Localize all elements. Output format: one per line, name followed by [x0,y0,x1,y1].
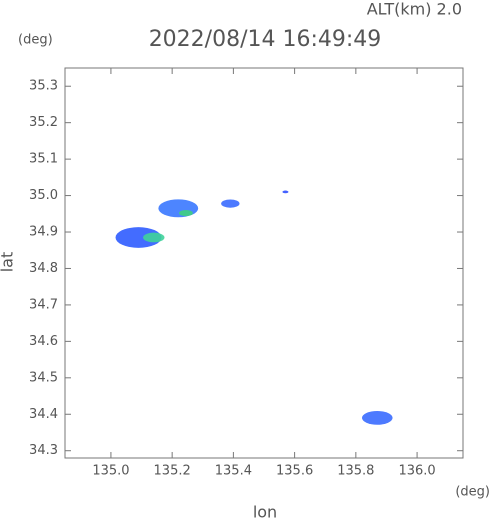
y-tick-label: 34.7 [29,297,58,312]
y-tick-label: 34.4 [29,407,58,422]
x-tick-label: 135.8 [337,464,374,479]
y-tick-label: 34.9 [29,225,58,240]
echo [143,232,165,243]
x-unit: (deg) [455,485,490,500]
echo [115,227,162,248]
y-tick-label: 34.3 [29,443,58,458]
y-unit: (deg) [18,33,53,48]
y-tick-label: 35.1 [29,152,58,167]
y-tick-label: 34.5 [29,370,58,385]
x-tick-label: 135.6 [276,464,313,479]
echo [158,199,199,218]
echo [282,190,289,194]
x-axis-label: lon [253,503,277,521]
chart-title: 2022/08/14 16:49:49 [149,27,382,52]
plot-frame [64,67,464,459]
y-axis-label: lat [0,252,17,273]
x-tick-label: 135.0 [92,464,129,479]
altitude-label: ALT(km) 2.0 [367,0,462,19]
echo [221,199,240,208]
y-tick-label: 35.3 [29,79,58,94]
y-tick-label: 34.6 [29,334,58,349]
echo [361,411,393,425]
echo [179,209,193,217]
x-tick-label: 135.2 [154,464,191,479]
y-tick-label: 35.0 [29,188,58,203]
x-tick-label: 135.4 [215,464,252,479]
y-tick-label: 35.2 [29,115,58,130]
x-tick-label: 136.0 [398,464,435,479]
y-tick-label: 34.8 [29,261,58,276]
